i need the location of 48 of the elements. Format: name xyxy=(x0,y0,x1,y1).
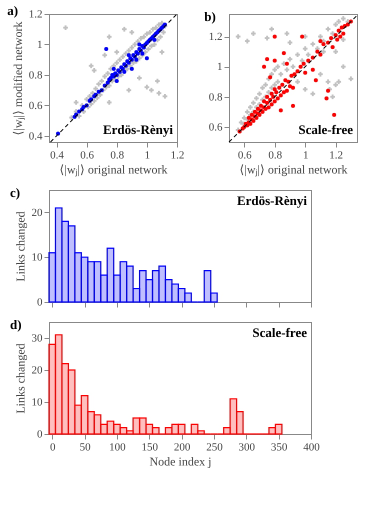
y-tick-label: 10 xyxy=(32,252,43,264)
y-tick-label: 0 xyxy=(37,428,43,440)
x-tick-label: 0.6 xyxy=(238,150,252,162)
annotation: Scale-free xyxy=(298,122,354,137)
x-tick-label: 300 xyxy=(238,442,256,454)
x-tick-label: 0 xyxy=(50,442,56,454)
x-tick-label: 0.4 xyxy=(50,150,64,162)
x-tick-label: 200 xyxy=(174,442,191,454)
y-tick-label: 0.4 xyxy=(28,130,43,142)
y-tick-label: 1 xyxy=(37,38,42,51)
x-tick-label: 1.2 xyxy=(170,150,184,162)
x-tick-label: 400 xyxy=(303,442,320,454)
y-tick-label: 0.8 xyxy=(208,91,223,104)
x-tick-label: 0.8 xyxy=(268,150,283,162)
y-tick-label: 1 xyxy=(217,61,222,74)
x-tick-label: 50 xyxy=(80,442,92,454)
annotation: Scale-free xyxy=(252,325,308,340)
x-tick-label: 1.2 xyxy=(329,150,344,162)
y-tick-label: 0 xyxy=(37,296,43,308)
x-tick-label: 0.6 xyxy=(80,150,95,162)
annotation: Erdös-Rènyi xyxy=(102,122,174,137)
chart-title: d) xyxy=(10,317,22,332)
y-tick-label: 0.6 xyxy=(28,100,43,112)
y-axis-title: Links changed xyxy=(14,343,28,414)
x-axis-title: ⟨|wⱼ|⟩ original network xyxy=(239,162,348,176)
chart-title: c) xyxy=(10,185,20,200)
y-axis-title: Links changed xyxy=(14,211,28,282)
x-tick-label: 350 xyxy=(270,442,288,454)
x-tick-label: 1 xyxy=(302,150,308,162)
x-axis-title: ⟨|wⱼ|⟩ original network xyxy=(59,162,168,176)
y-tick-label: 1.2 xyxy=(208,31,222,44)
y-tick-label: 1.2 xyxy=(28,8,42,20)
y-tick-label: 20 xyxy=(32,364,43,376)
x-axis-title: Node index j xyxy=(150,454,212,468)
y-tick-label: 10 xyxy=(32,396,43,408)
y-tick-label: 0.8 xyxy=(28,69,43,82)
y-axis-title: ⟨|wⱼ|⟩ modified network xyxy=(10,21,25,136)
chart-title: a) xyxy=(7,3,18,18)
y-tick-label: 30 xyxy=(32,332,43,344)
chart-title: b) xyxy=(204,9,216,24)
annotation: Erdös-Rènyi xyxy=(236,193,308,208)
x-tick-label: 250 xyxy=(206,442,224,454)
x-tick-label: 0.8 xyxy=(110,150,125,162)
x-tick-label: 150 xyxy=(142,442,159,454)
y-tick-label: 0.6 xyxy=(208,121,223,134)
x-tick-label: 1 xyxy=(144,150,150,162)
y-tick-label: 20 xyxy=(32,206,43,219)
x-tick-label: 100 xyxy=(109,442,126,454)
